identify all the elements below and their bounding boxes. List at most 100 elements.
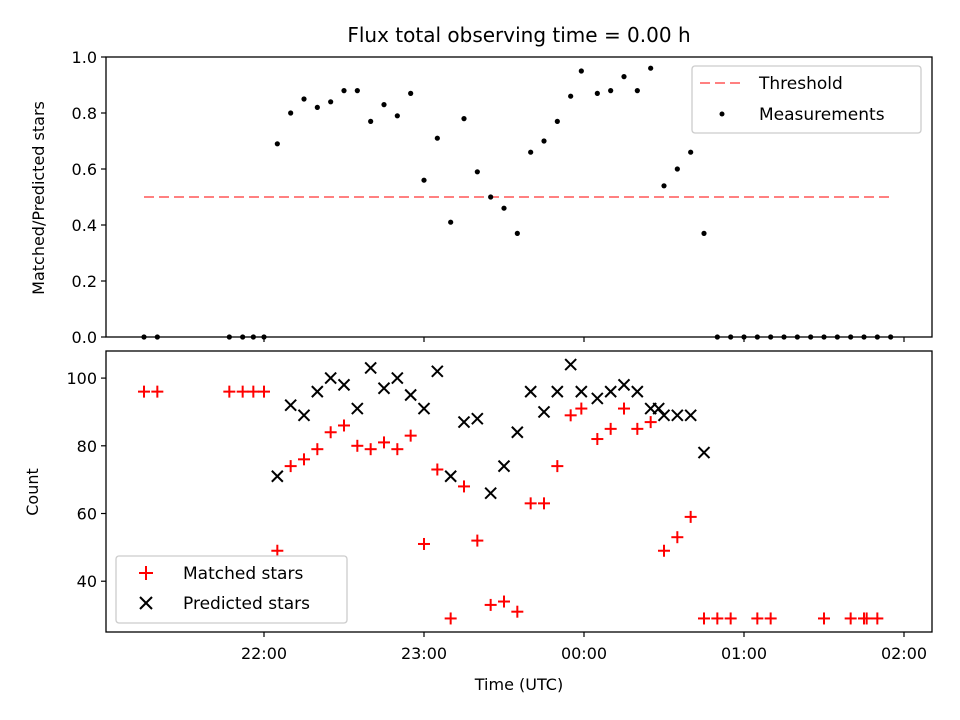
predicted-star-marker (271, 470, 284, 483)
predicted-star-marker (631, 385, 644, 398)
matched-star-marker (247, 385, 260, 398)
top-legend-box (691, 65, 922, 134)
matched-star-marker (618, 402, 630, 415)
matched-star-marker (724, 612, 737, 625)
measurement-point (674, 166, 680, 172)
measurement-point (608, 88, 614, 94)
matched-star-marker (484, 598, 497, 611)
matched-star-marker (564, 409, 577, 422)
measurement-point (661, 183, 667, 189)
measurement-point (301, 96, 307, 102)
measurement-point (861, 334, 867, 340)
matched-star-marker (298, 453, 310, 466)
matched-star-marker (271, 544, 284, 557)
x-tick-label: 00:00 (561, 644, 607, 663)
measurement-point (354, 88, 360, 94)
predicted-star-marker (324, 371, 337, 385)
matched-star-marker (223, 385, 236, 398)
top-y-axis-label: Matched/Predicted stars (29, 101, 48, 295)
predicted-star-marker (537, 405, 551, 419)
bottom-legend: Matched stars Predicted stars (115, 555, 348, 624)
matched-star-marker (711, 612, 724, 625)
measurement-points-layer (141, 65, 894, 340)
bottom-plot-frame (105, 350, 933, 633)
matched-star-marker (658, 544, 670, 557)
measurement-point (314, 104, 320, 110)
top-chart-title: Flux total observing time = 0.00 h (347, 23, 690, 47)
measurement-point (714, 334, 720, 340)
top-y-tick-label: 0.2 (72, 272, 97, 291)
measurement-point (701, 230, 707, 236)
top-y-tick-label: 0.6 (72, 160, 97, 179)
measurement-point (554, 118, 560, 124)
top-plot-frame (105, 56, 933, 338)
bottom-y-axis-label: Count (23, 468, 42, 516)
measurement-point (728, 334, 734, 340)
matched-star-marker (511, 605, 524, 618)
matched-star-marker (391, 443, 404, 456)
matched-stars-legend-label: Matched stars (183, 564, 303, 584)
measurement-point (328, 99, 334, 105)
matched-star-marker (458, 480, 470, 493)
predicted-star-marker (617, 378, 631, 392)
measurement-point (408, 90, 414, 96)
measurement-point (821, 334, 827, 340)
x-tick-label: 23:00 (401, 644, 447, 663)
measurement-point (341, 88, 347, 94)
measurement-point (768, 334, 774, 340)
top-x-axis-ticks (263, 337, 905, 342)
bottom-y-axis-ticks: 40 60 80 100 (66, 369, 106, 591)
matched-star-marker (311, 443, 324, 456)
measurements-legend-label: Measurements (759, 105, 885, 125)
matched-star-marker (860, 612, 873, 625)
measurement-point (488, 194, 494, 200)
predicted-star-marker (575, 385, 588, 398)
measurement-point (368, 118, 374, 124)
measurement-point (288, 110, 294, 116)
matched-star-marker (498, 595, 510, 608)
predicted-star-marker (364, 361, 377, 375)
matched-star-marker (551, 460, 564, 473)
predicted-star-marker (444, 470, 457, 483)
matched-star-marker (751, 612, 764, 625)
predicted-star-marker (671, 409, 684, 422)
matched-star-marker (604, 422, 617, 435)
matched-star-marker (818, 612, 830, 625)
measurement-point (741, 334, 747, 340)
bottom-legend-box (115, 555, 348, 624)
predicted-star-marker (311, 385, 324, 398)
measurement-point (141, 334, 147, 340)
measurement-point (240, 334, 246, 340)
matched-star-marker (844, 612, 857, 625)
matched-star-marker (138, 385, 150, 398)
measurement-point (434, 135, 440, 141)
predicted-star-marker (511, 426, 524, 439)
bottom-y-tick-label: 80 (77, 437, 97, 456)
matched-star-marker (338, 419, 350, 432)
predicted-star-marker (652, 402, 665, 415)
matched-star-marker (684, 510, 697, 523)
predicted-stars-legend-label: Predicted stars (183, 594, 310, 614)
matched-star-marker (538, 497, 550, 510)
matched-star-marker (236, 385, 249, 398)
measurement-point (594, 90, 600, 96)
predicted-star-marker (337, 378, 351, 392)
matched-star-marker (258, 385, 270, 398)
matched-star-marker (378, 436, 390, 449)
measurement-point (501, 205, 507, 211)
measurement-point (874, 334, 880, 340)
matched-star-marker (404, 429, 417, 442)
measurement-point (834, 334, 840, 340)
matched-star-marker (631, 422, 644, 435)
x-tick-label: 22:00 (241, 644, 287, 663)
bottom-x-axis-ticks: 22:00 23:00 00:00 01:00 02:00 (241, 632, 927, 663)
bottom-y-tick-label: 40 (77, 572, 97, 591)
predicted-star-marker (564, 358, 577, 371)
predicted-star-marker (417, 402, 431, 415)
matched-star-marker (284, 460, 297, 473)
predicted-star-marker (457, 415, 471, 429)
measurement-point (421, 177, 427, 183)
matched-star-marker (524, 497, 537, 510)
measurement-point (461, 116, 467, 122)
predicted-star-marker (484, 486, 497, 500)
